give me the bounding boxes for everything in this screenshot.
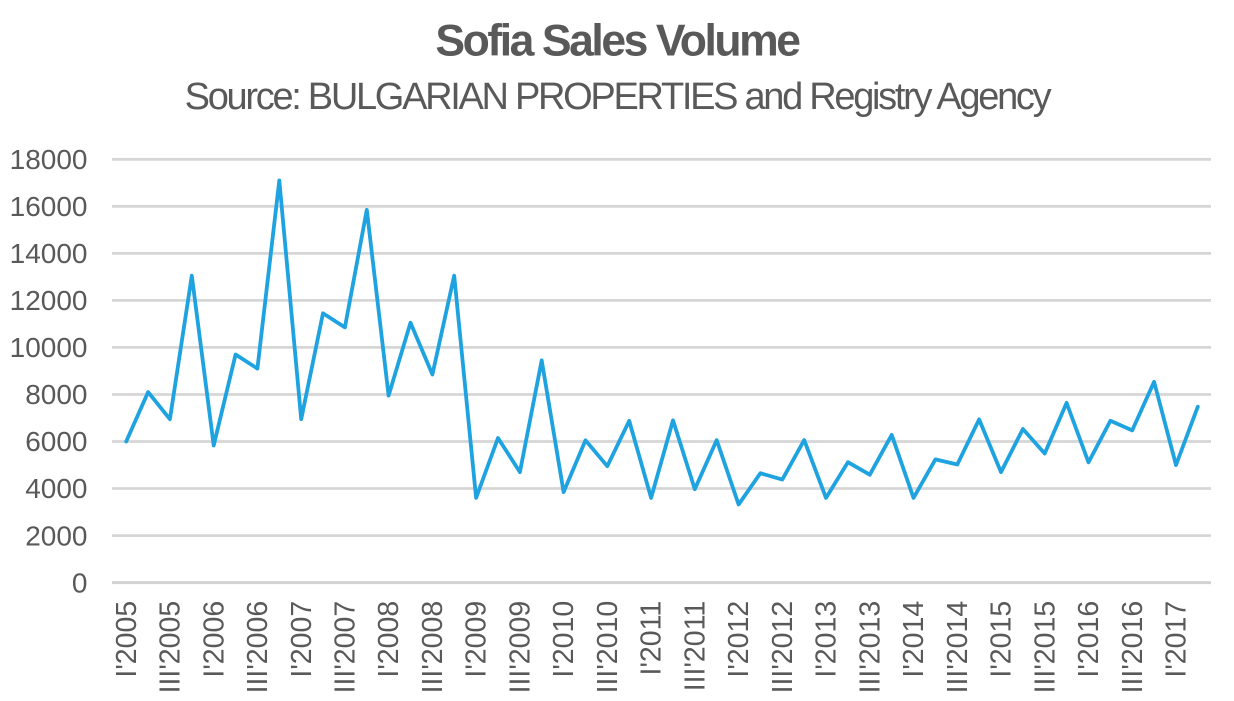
svg-text:III'2007: III'2007	[330, 601, 362, 694]
svg-text:I'2006: I'2006	[198, 601, 230, 678]
svg-text:I'2009: I'2009	[461, 601, 493, 678]
svg-text:III'2010: III'2010	[592, 601, 624, 694]
svg-text:III'2008: III'2008	[417, 601, 449, 694]
svg-text:I'2005: I'2005	[111, 601, 143, 678]
svg-text:0: 0	[72, 567, 88, 598]
svg-text:14000: 14000	[10, 238, 88, 269]
svg-text:III'2011: III'2011	[679, 601, 711, 691]
svg-text:6000: 6000	[25, 426, 87, 457]
svg-text:III'2014: III'2014	[942, 601, 974, 694]
svg-text:10000: 10000	[10, 332, 88, 363]
svg-text:I'2008: I'2008	[373, 601, 405, 678]
svg-text:4000: 4000	[25, 473, 87, 504]
svg-text:I'2013: I'2013	[811, 601, 843, 678]
svg-text:8000: 8000	[25, 379, 87, 410]
svg-text:I'2012: I'2012	[723, 601, 755, 678]
svg-text:I'2010: I'2010	[548, 601, 580, 678]
svg-text:18000: 18000	[10, 144, 88, 175]
svg-text:16000: 16000	[10, 191, 88, 222]
svg-text:III'2016: III'2016	[1117, 601, 1149, 694]
svg-text:I'2017: I'2017	[1161, 601, 1193, 678]
svg-text:III'2006: III'2006	[242, 601, 274, 694]
svg-text:III'2012: III'2012	[767, 601, 799, 694]
svg-text:III'2013: III'2013	[854, 601, 886, 694]
svg-text:Sofia Sales Volume: Sofia Sales Volume	[435, 16, 800, 65]
svg-text:III'2005: III'2005	[155, 601, 187, 694]
svg-text:12000: 12000	[10, 285, 88, 316]
svg-text:I'2007: I'2007	[286, 601, 318, 678]
svg-text:III'2015: III'2015	[1029, 601, 1061, 694]
svg-text:2000: 2000	[25, 520, 87, 551]
svg-text:I'2014: I'2014	[898, 601, 930, 678]
svg-text:I'2016: I'2016	[1073, 601, 1105, 678]
svg-text:Source: BULGARIAN PROPERTIES a: Source: BULGARIAN PROPERTIES and Registr…	[185, 76, 1052, 118]
svg-text:III'2009: III'2009	[505, 601, 537, 694]
svg-text:I'2011: I'2011	[636, 601, 668, 676]
svg-text:I'2015: I'2015	[986, 601, 1018, 678]
